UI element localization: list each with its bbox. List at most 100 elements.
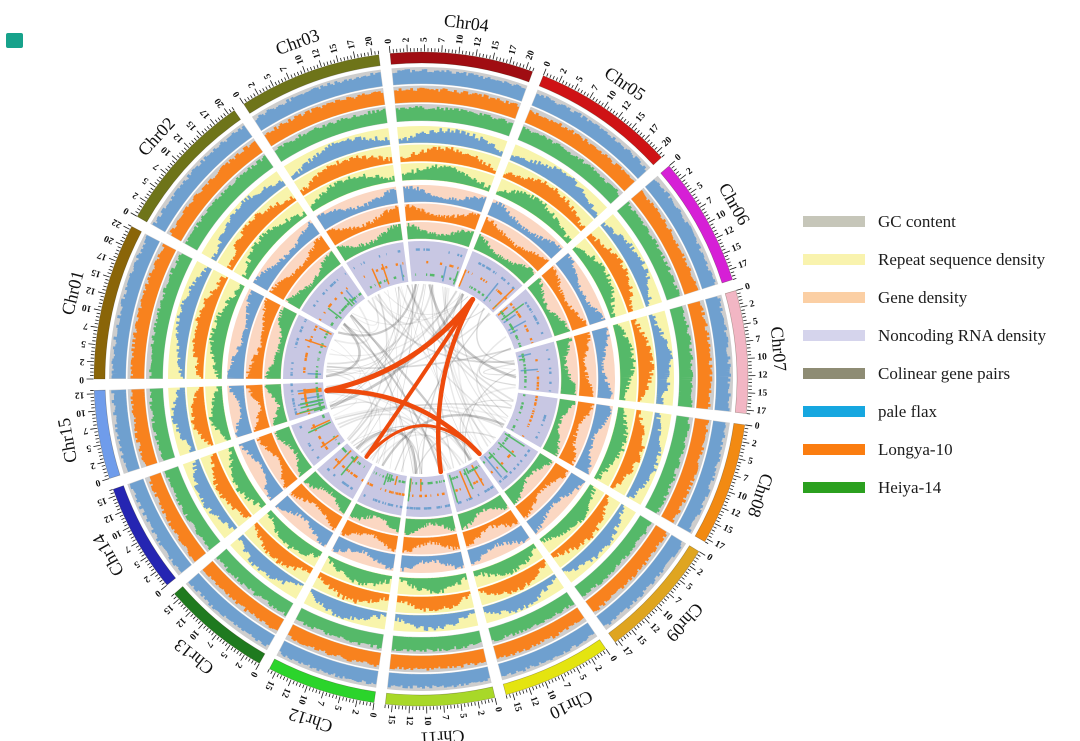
gene-bars-Heiya-14-Chr03 bbox=[336, 223, 403, 261]
gc-bars-pale-flax-Chr05 bbox=[531, 93, 647, 179]
gray-link bbox=[328, 398, 358, 417]
gene-bars-Longya-10-Chr09 bbox=[515, 462, 569, 518]
ncrna-dashes-pale-flax-Chr06 bbox=[524, 301, 544, 335]
tick-label: 10 bbox=[187, 627, 201, 641]
repeat-bars-Heiya-14-Chr02 bbox=[241, 211, 307, 280]
ncrna-spikes bbox=[307, 421, 332, 434]
gray-link bbox=[428, 284, 517, 379]
gene-bars-Heiya-14-Chr15 bbox=[264, 384, 288, 426]
tick-marks-Chr08 bbox=[704, 424, 753, 544]
tick-label: 12 bbox=[172, 131, 186, 145]
tick-label: 5 bbox=[577, 673, 588, 682]
tick-label: 0 bbox=[231, 89, 242, 99]
tick-label: 12 bbox=[473, 36, 484, 47]
ncrna-dashes-pale-flax-Chr01 bbox=[290, 318, 308, 376]
gene-bars-pale-flax-Chr02 bbox=[253, 221, 320, 291]
gc-bars-pale-flax-Chr12 bbox=[279, 640, 379, 685]
repeat-bars-Heiya-14-Chr01 bbox=[209, 283, 245, 379]
ncrna-dashes-pale-flax-Chr13 bbox=[326, 467, 354, 490]
gc-bars-Heiya-14-Chr11 bbox=[391, 630, 482, 652]
gray-link bbox=[325, 323, 361, 378]
ncrna-spikes bbox=[310, 419, 339, 449]
gene-bars-pale-flax-Chr15 bbox=[228, 385, 253, 438]
tick-label: 12 bbox=[620, 99, 634, 113]
chromosome-arc-Chr15 bbox=[93, 389, 121, 479]
tick-label: 7 bbox=[82, 320, 89, 331]
tick-label: 7 bbox=[82, 425, 88, 436]
repeat-bars-Heiya-14-Chr14 bbox=[228, 446, 267, 509]
tick-label: 2 bbox=[592, 664, 603, 673]
legend-item-4: Colinear gene pairs bbox=[803, 360, 1046, 387]
tick-marks-Chr06 bbox=[669, 160, 737, 280]
ncrna-spikes bbox=[483, 455, 503, 478]
chromosome-label-Chr14: Chr14 bbox=[88, 531, 128, 580]
legend-swatch bbox=[803, 406, 865, 417]
tick-label: 17 bbox=[713, 539, 726, 552]
ncrna-spikes bbox=[340, 455, 358, 476]
tick-marks-Chr15 bbox=[86, 390, 110, 482]
tick-label: 10 bbox=[736, 490, 749, 503]
highlight-link bbox=[324, 296, 476, 394]
gene-bars-Heiya-14-Chr09 bbox=[504, 453, 553, 505]
ncrna-dashes-pale-flax-Chr05 bbox=[477, 261, 516, 290]
gc-bars-Longya-10-Chr13 bbox=[202, 561, 284, 631]
gene-bars-pale-flax-Chr06 bbox=[555, 253, 606, 325]
tick-label: 7 bbox=[672, 596, 682, 607]
tick-label: 2 bbox=[89, 460, 96, 471]
gc-bars-pale-flax-Chr04 bbox=[392, 69, 526, 102]
tick-label: 15 bbox=[634, 634, 648, 648]
chromosome-arc-Chr04 bbox=[389, 51, 533, 83]
repeat-bars-Longya-10-Chr13 bbox=[254, 522, 314, 574]
tick-label: 0 bbox=[79, 374, 84, 384]
repeat-bars-Heiya-14-Chr10 bbox=[473, 543, 537, 578]
tick-label: 15 bbox=[95, 495, 108, 508]
gray-link bbox=[377, 293, 504, 428]
tick-label: 10 bbox=[294, 53, 307, 66]
gray-link bbox=[443, 287, 480, 455]
gene-bars-Heiya-14-Chr04 bbox=[406, 222, 475, 248]
tick-label: 0 bbox=[152, 587, 162, 598]
gc-bars-Heiya-14-Chr03 bbox=[274, 108, 388, 162]
tick-label: 2 bbox=[685, 166, 695, 177]
tick-label: 22 bbox=[110, 216, 123, 229]
chromosome-label-Chr11: Chr11 bbox=[420, 726, 465, 741]
gray-link bbox=[373, 296, 469, 320]
tick-label: 17 bbox=[737, 259, 750, 272]
gray-link bbox=[383, 291, 469, 315]
tick-label: 20 bbox=[213, 96, 227, 110]
tick-label: 7 bbox=[279, 64, 290, 73]
tick-label: 7 bbox=[314, 699, 325, 707]
ncrna-spikes bbox=[501, 303, 525, 321]
gene-bars-Heiya-14-Chr05 bbox=[473, 233, 535, 284]
legend-label: GC content bbox=[878, 212, 956, 231]
tick-label: 5 bbox=[332, 704, 343, 711]
gray-link bbox=[329, 284, 409, 405]
gene-bars-Heiya-14-Chr10 bbox=[457, 494, 508, 531]
tick-label: 12 bbox=[173, 615, 187, 629]
gc-bars-Heiya-14-Chr06 bbox=[617, 201, 680, 301]
ncrna-dashes-pale-flax-Chr10 bbox=[457, 485, 494, 505]
chromosome-arc-Chr05 bbox=[538, 75, 662, 166]
repeat-bars-Heiya-14-Chr12 bbox=[327, 555, 393, 587]
tick-label: 0 bbox=[542, 60, 553, 68]
tick-label: 5 bbox=[684, 582, 694, 593]
gc-bars-Longya-10-Chr08 bbox=[661, 418, 710, 524]
tick-label: 12 bbox=[758, 370, 768, 380]
gray-link bbox=[377, 284, 414, 464]
tick-label: 0 bbox=[705, 552, 715, 563]
tick-label: 7 bbox=[152, 160, 162, 171]
tick-label: 15 bbox=[161, 602, 175, 616]
gray-link bbox=[329, 290, 457, 357]
tick-label: 5 bbox=[141, 175, 151, 186]
tick-label: 10 bbox=[455, 34, 466, 45]
tick-label: 17 bbox=[508, 44, 520, 56]
gray-link bbox=[357, 284, 427, 451]
tick-label: 12 bbox=[404, 716, 414, 726]
tick-label: 0 bbox=[248, 670, 259, 679]
gray-link bbox=[360, 432, 423, 475]
ncrna-dashes-Heiya-14-Chr14 bbox=[321, 414, 341, 446]
tick-label: 5 bbox=[747, 456, 754, 467]
gray-link bbox=[337, 283, 417, 337]
repeat-bars-Longya-10-Chr04 bbox=[400, 146, 497, 175]
